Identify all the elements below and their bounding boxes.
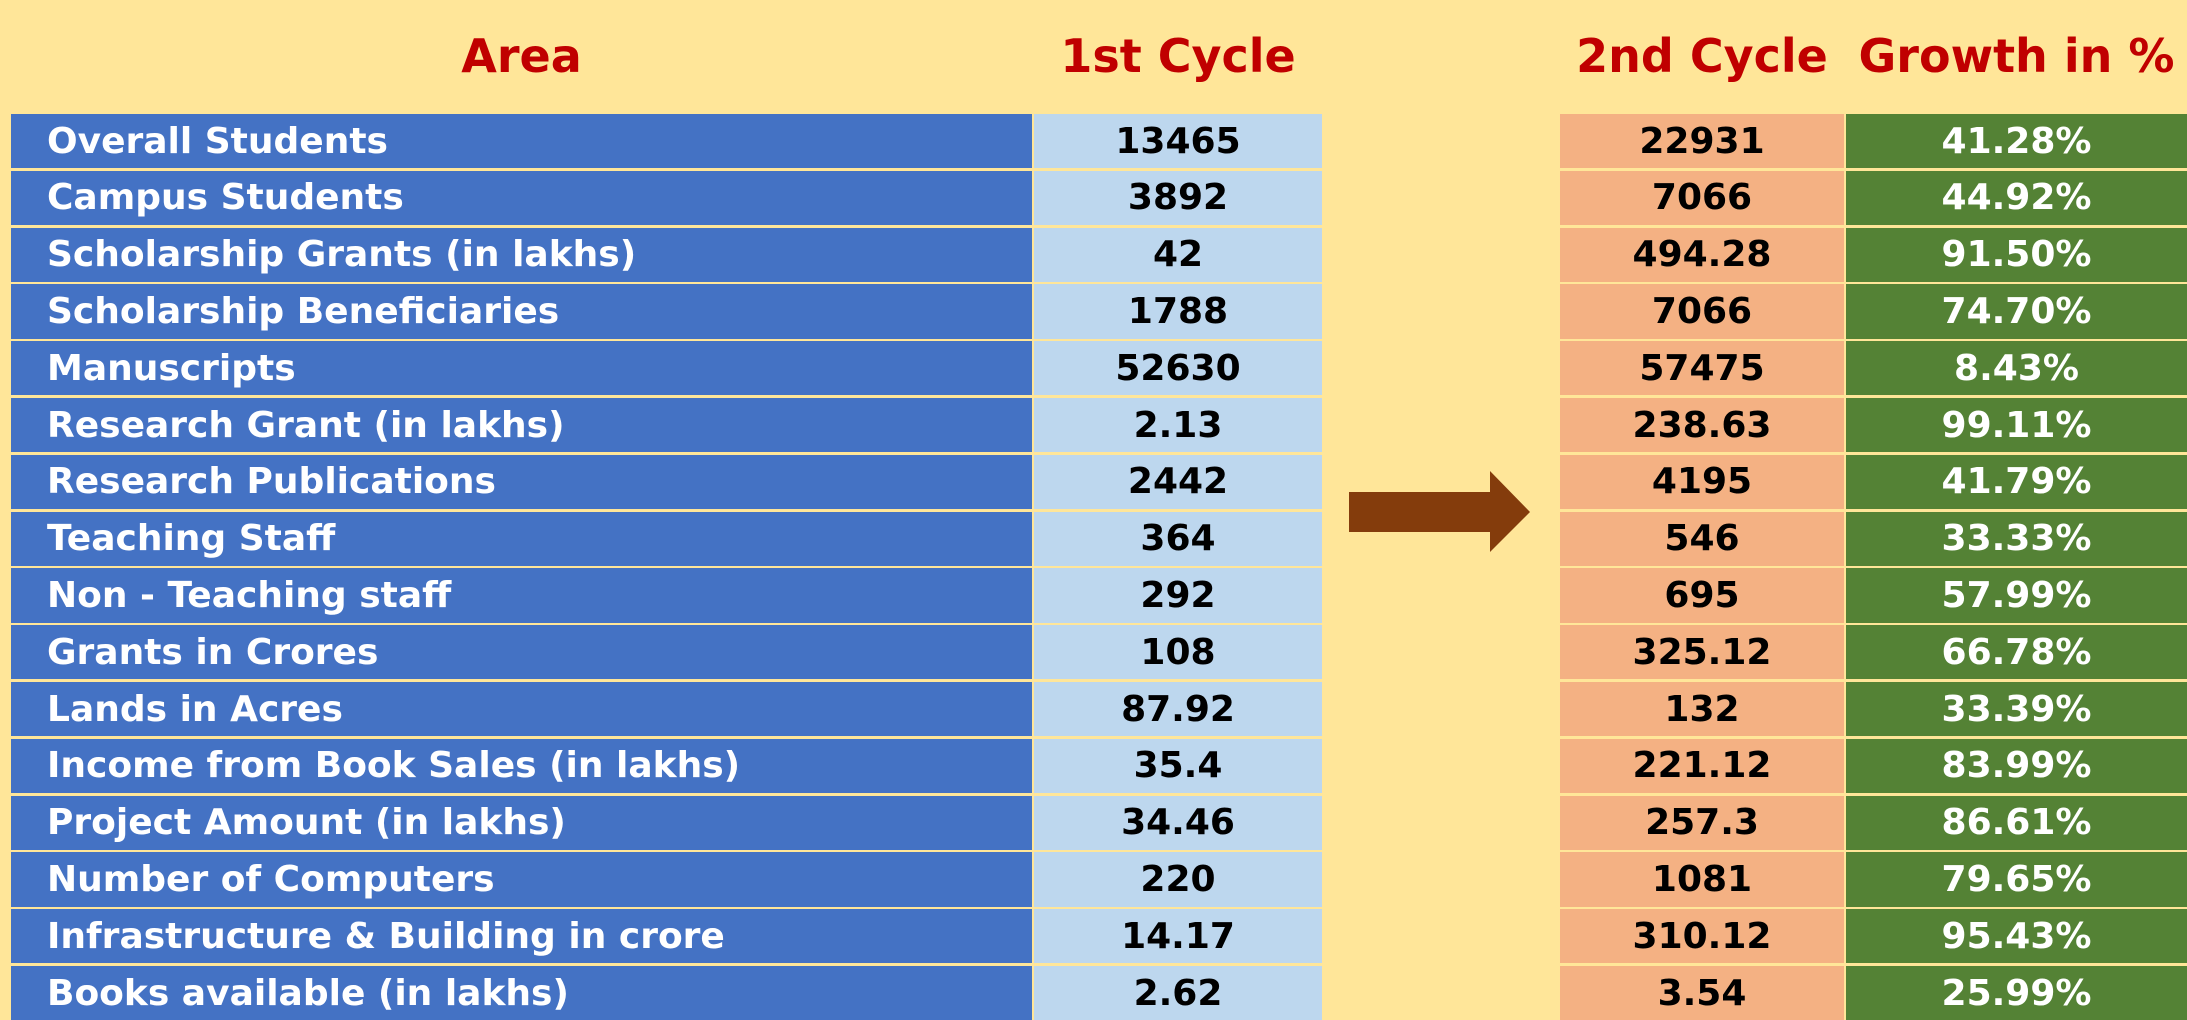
growth-cell: 99.11% xyxy=(1846,398,2187,453)
area-cell: Teaching Staff xyxy=(11,511,1032,566)
area-cell: Campus Students xyxy=(11,170,1032,226)
second-cycle-header: 2nd Cycle xyxy=(1576,29,1828,83)
second-cycle-cell: 3.54 xyxy=(1560,966,1844,1020)
growth-cell: 44.92% xyxy=(1846,170,2187,226)
growth-cell: 74.70% xyxy=(1846,284,2187,339)
growth-cell: 33.39% xyxy=(1846,682,2187,737)
second-cycle-cell: 494.28 xyxy=(1560,227,1844,282)
second-cycle-cell: 695 xyxy=(1560,568,1844,623)
area-cell: Project Amount (in lakhs) xyxy=(11,795,1032,850)
area-cell: Books available (in lakhs) xyxy=(11,966,1032,1020)
arrow xyxy=(1349,471,1530,552)
first-cycle-cell: 87.92 xyxy=(1034,682,1322,737)
first-cycle-cell: 34.46 xyxy=(1034,795,1322,850)
area-header: Area xyxy=(461,29,582,83)
first-cycle-cell: 42 xyxy=(1034,227,1322,282)
first-cycle-cell: 3892 xyxy=(1034,170,1322,226)
first-cycle-cell: 292 xyxy=(1034,568,1322,623)
area-cell: Overall Students xyxy=(11,114,1032,169)
growth-cell: 8.43% xyxy=(1846,341,2187,396)
first-cycle-header: 1st Cycle xyxy=(1060,29,1296,83)
growth-cell: 91.50% xyxy=(1846,227,2187,282)
growth-cell: 66.78% xyxy=(1846,625,2187,680)
second-cycle-cell: 546 xyxy=(1560,511,1844,566)
first-cycle-cell: 14.17 xyxy=(1034,909,1322,964)
first-cycle-cell: 220 xyxy=(1034,852,1322,907)
area-cell: Non - Teaching staff xyxy=(11,568,1032,623)
first-cycle-cell: 52630 xyxy=(1034,341,1322,396)
growth-cell: 33.33% xyxy=(1846,511,2187,566)
growth-cell: 86.61% xyxy=(1846,795,2187,850)
growth-cell: 57.99% xyxy=(1846,568,2187,623)
second-cycle-cell: 238.63 xyxy=(1560,398,1844,453)
second-cycle-cell: 310.12 xyxy=(1560,909,1844,964)
growth-cell: 83.99% xyxy=(1846,738,2187,794)
growth-cell: 41.79% xyxy=(1846,454,2187,510)
second-cycle-cell: 7066 xyxy=(1560,170,1844,226)
second-cycle-cell: 57475 xyxy=(1560,341,1844,396)
second-cycle-cell: 22931 xyxy=(1560,114,1844,169)
area-cell: Scholarship Grants (in lakhs) xyxy=(11,227,1032,282)
second-cycle-cell: 1081 xyxy=(1560,852,1844,907)
first-cycle-cell: 108 xyxy=(1034,625,1322,680)
area-cell: Infrastructure & Building in crore xyxy=(11,909,1032,964)
area-cell: Scholarship Beneficiaries xyxy=(11,284,1032,339)
first-cycle-cell: 364 xyxy=(1034,511,1322,566)
growth-cell: 95.43% xyxy=(1846,909,2187,964)
growth-cell: 25.99% xyxy=(1846,966,2187,1020)
first-cycle-cell: 35.4 xyxy=(1034,738,1322,794)
second-cycle-cell: 257.3 xyxy=(1560,795,1844,850)
second-cycle-cell: 325.12 xyxy=(1560,625,1844,680)
first-cycle-cell: 13465 xyxy=(1034,114,1322,169)
growth-cell: 41.28% xyxy=(1846,114,2187,169)
first-cycle-cell: 2.13 xyxy=(1034,398,1322,453)
growth-cell: 79.65% xyxy=(1846,852,2187,907)
first-cycle-cell: 2.62 xyxy=(1034,966,1322,1020)
area-cell: Research Grant (in lakhs) xyxy=(11,398,1032,453)
second-cycle-cell: 132 xyxy=(1560,682,1844,737)
area-cell: Lands in Acres xyxy=(11,682,1032,737)
area-cell: Research Publications xyxy=(11,454,1032,510)
first-cycle-cell: 2442 xyxy=(1034,454,1322,510)
second-cycle-cell: 221.12 xyxy=(1560,738,1844,794)
second-cycle-cell: 4195 xyxy=(1560,454,1844,510)
area-cell: Manuscripts xyxy=(11,341,1032,396)
second-cycle-cell: 7066 xyxy=(1560,284,1844,339)
area-cell: Income from Book Sales (in lakhs) xyxy=(11,738,1032,794)
growth-header: Growth in % xyxy=(1858,29,2175,83)
first-cycle-cell: 1788 xyxy=(1034,284,1322,339)
area-cell: Number of Computers xyxy=(11,852,1032,907)
area-cell: Grants in Crores xyxy=(11,625,1032,680)
